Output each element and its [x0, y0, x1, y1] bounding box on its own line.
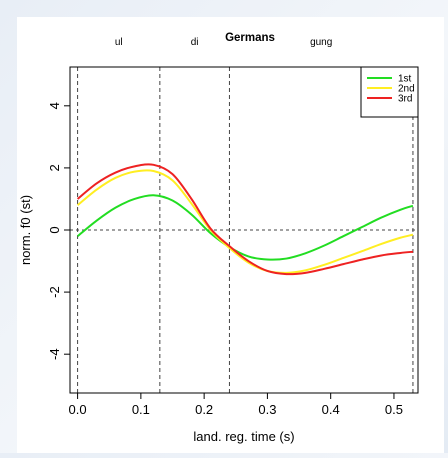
- chart-title: Germans: [225, 32, 275, 44]
- x-tick-label: 0.5: [385, 402, 403, 417]
- legend-box: [360, 66, 419, 118]
- legend-label: 1st: [398, 74, 412, 85]
- series-line-2nd: [76, 169, 414, 274]
- f0-contour-chart: Germans ul di gung 0.0 0.1 0.2 0.3 0.4 0.5 -4 -2…: [18, 32, 419, 444]
- x-tick-label: 0.4: [322, 402, 340, 417]
- syllable-label: ul: [115, 37, 123, 48]
- series-line-1st: [76, 194, 414, 261]
- y-tick-label: -2: [47, 286, 62, 298]
- x-tick-label: 0.0: [69, 402, 87, 417]
- x-tick-label: 0.3: [258, 402, 276, 417]
- x-tick-label: 0.2: [195, 402, 213, 417]
- syllable-label: di: [191, 37, 199, 48]
- legend-label: 3rd: [398, 94, 412, 105]
- y-tick-label: -4: [47, 348, 62, 360]
- y-axis-label: norm. f0 (st): [18, 195, 33, 265]
- y-tick-label: 4: [47, 102, 62, 109]
- legend-label: 2nd: [398, 84, 415, 95]
- series-line-3rd: [76, 163, 414, 276]
- x-tick-label: 0.1: [132, 402, 150, 417]
- y-tick-label: 2: [47, 164, 62, 171]
- plot-panel: Germans ul di gung 0.0 0.1 0.2 0.3 0.4 0.5 -4 -2…: [17, 17, 444, 453]
- x-axis-label: land. reg. time (s): [193, 429, 294, 444]
- syllable-label: gung: [310, 37, 332, 48]
- y-tick-label: 0: [47, 226, 62, 233]
